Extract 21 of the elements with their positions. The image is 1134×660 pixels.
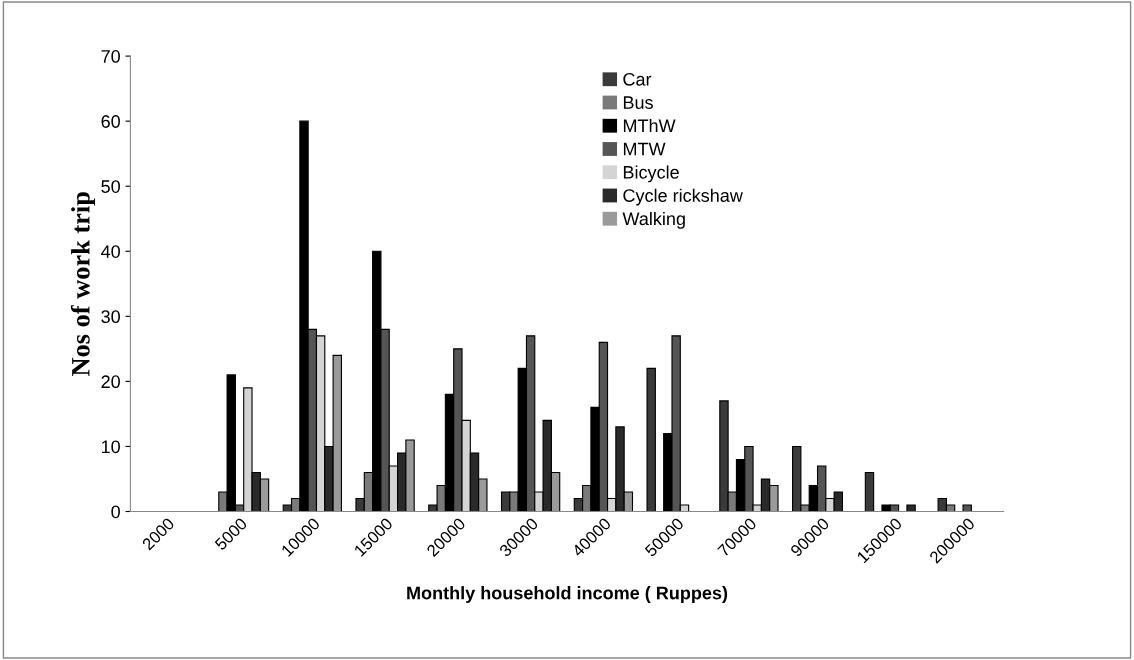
bar [646,367,656,512]
y-tick-label: 50 [101,180,120,193]
bar [906,504,916,512]
y-tick-label: 0 [111,505,120,519]
legend-label: Bus [623,96,653,109]
y-tick-label: 20 [101,375,120,389]
legend-label: Bicycle [623,165,679,183]
y-tick-label: 10 [101,440,120,454]
y-axis-title: Nos of work trip [70,192,96,377]
legend-label: Walking [622,211,685,229]
legend-label: MTW [623,142,666,156]
y-tick-label: 30 [101,310,120,324]
bar [864,471,875,512]
bar [962,504,972,512]
y-tick-label: 60 [101,115,120,128]
legend-label: Cycle rickshaw [623,188,743,206]
y-tick-label: 70 [101,50,120,63]
y-tick-label: 40 [101,245,120,258]
legend-label: Car [623,72,652,86]
x-axis-title: Monthly household income ( Ruppes) [407,586,728,603]
legend-label: MThW [623,118,676,133]
